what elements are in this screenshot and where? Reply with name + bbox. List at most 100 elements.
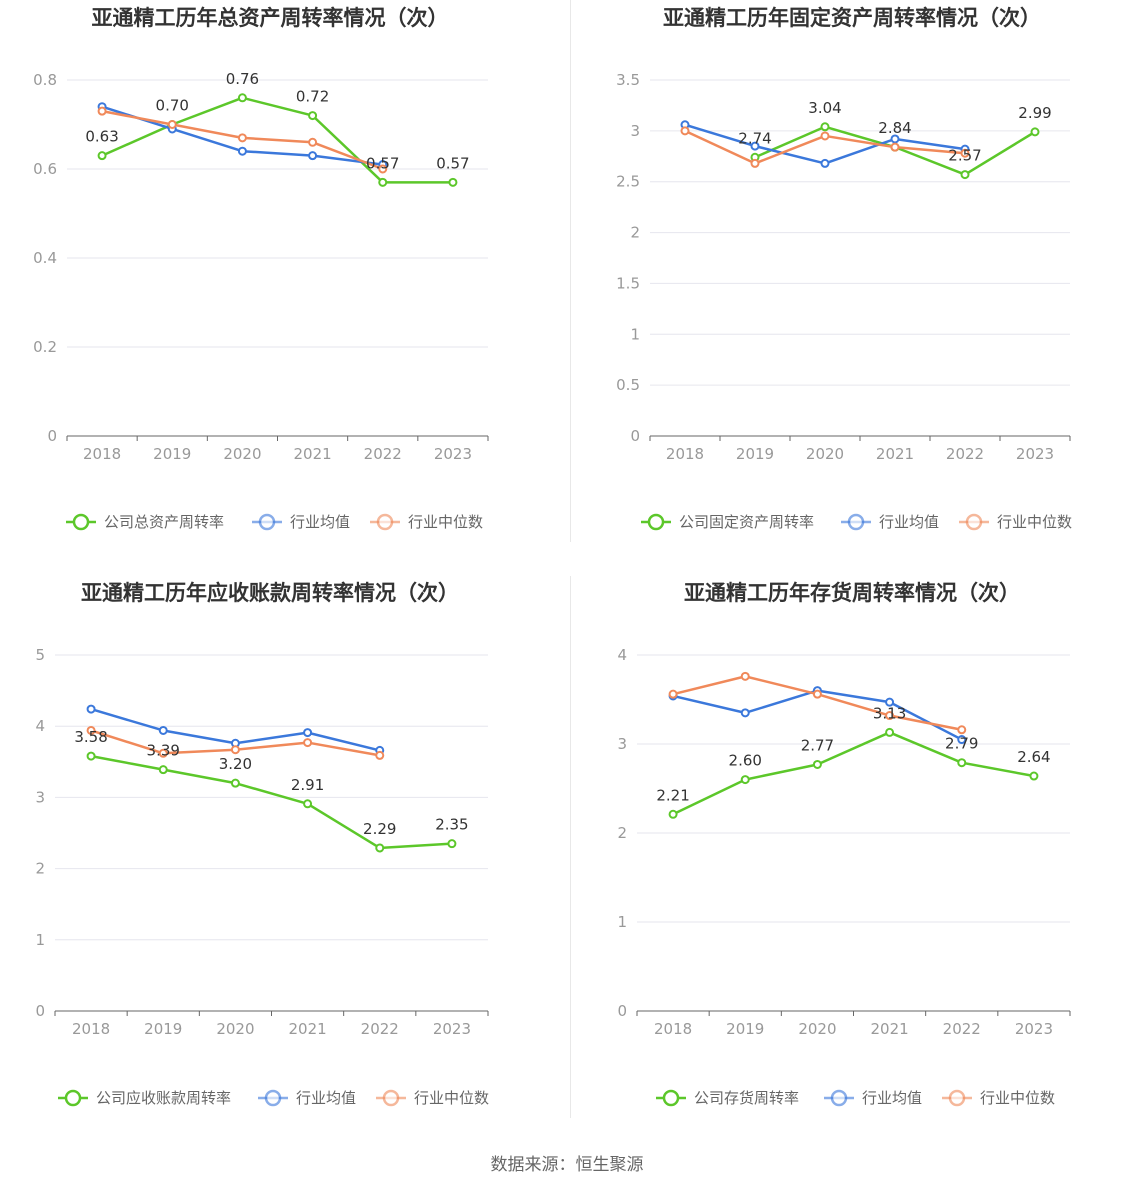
data-point[interactable]	[960, 170, 970, 180]
data-point[interactable]	[237, 133, 247, 143]
chart-title: 亚通精工历年固定资产周转率情况（次）	[663, 6, 1041, 30]
legend-item-median[interactable]: 行业中位数	[942, 1089, 1055, 1107]
legend-marker	[662, 1089, 680, 1107]
legend-label: 行业均值	[296, 1089, 356, 1107]
data-point[interactable]	[668, 809, 678, 819]
data-point[interactable]	[86, 751, 96, 761]
data-point[interactable]	[820, 122, 830, 132]
data-point[interactable]	[957, 758, 967, 768]
data-label: 2.35	[435, 816, 468, 834]
chart-svg: 亚通精工历年应收账款周转率情况（次） 0 1 2 3 4 5 2018 2019 2020 2021…	[35, 581, 489, 1107]
data-label: 2.64	[1017, 748, 1050, 766]
y-tick-label: 0	[630, 427, 640, 445]
x-tick-label: 2019	[144, 1020, 182, 1038]
data-point[interactable]	[740, 775, 750, 785]
data-point[interactable]	[890, 142, 900, 152]
data-point[interactable]	[890, 134, 900, 144]
data-point[interactable]	[86, 725, 96, 735]
x-tick-label: 2018	[666, 445, 704, 463]
series-company	[86, 751, 457, 853]
x-tick-label: 2020	[798, 1020, 836, 1038]
data-label: 2.77	[801, 736, 834, 754]
data-point[interactable]	[86, 704, 96, 714]
data-point[interactable]	[158, 725, 168, 735]
legend-item-mean[interactable]: 行业均值	[824, 1089, 922, 1107]
x-tick-label: 2019	[726, 1020, 764, 1038]
data-point[interactable]	[378, 164, 388, 174]
data-point[interactable]	[308, 151, 318, 161]
y-tick-label: 2	[35, 860, 45, 878]
legend-label: 公司固定资产周转率	[679, 513, 814, 531]
legend-label: 行业均值	[290, 513, 350, 531]
data-point[interactable]	[1029, 771, 1039, 781]
legend-item-mean[interactable]: 行业均值	[258, 1089, 356, 1107]
data-label: 2.29	[363, 820, 396, 838]
data-point[interactable]	[1030, 127, 1040, 137]
legend-item-mean[interactable]: 行业均值	[252, 513, 350, 531]
data-point[interactable]	[820, 131, 830, 141]
data-point[interactable]	[375, 750, 385, 760]
data-point[interactable]	[448, 177, 458, 187]
legend-item-median[interactable]: 行业中位数	[370, 513, 483, 531]
data-point[interactable]	[303, 738, 313, 748]
data-point[interactable]	[158, 765, 168, 775]
data-point[interactable]	[303, 799, 313, 809]
data-point[interactable]	[230, 778, 240, 788]
legend-item-company[interactable]: 公司固定资产周转率	[641, 513, 814, 531]
x-tick-label: 2018	[72, 1020, 110, 1038]
data-point[interactable]	[97, 106, 107, 116]
data-label: 0.72	[296, 88, 329, 106]
series-line	[672, 731, 1035, 816]
legend-item-company[interactable]: 公司应收账款周转率	[58, 1089, 231, 1107]
data-label: 3.04	[808, 99, 841, 117]
data-point[interactable]	[680, 126, 690, 136]
data-point[interactable]	[237, 146, 247, 156]
chart-svg: 亚通精工历年固定资产周转率情况（次） 0 0.5 1 1.5 2 2.5 3 3.5 2018 20…	[616, 6, 1072, 531]
data-point[interactable]	[308, 111, 318, 121]
data-point[interactable]	[668, 689, 678, 699]
legend-item-company[interactable]: 公司存货周转率	[656, 1089, 799, 1107]
legend-label: 行业均值	[862, 1089, 922, 1107]
data-point[interactable]	[375, 843, 385, 853]
legend-item-company[interactable]: 公司总资产周转率	[66, 513, 224, 531]
series-median	[680, 126, 970, 168]
data-point[interactable]	[960, 148, 970, 158]
y-tick-label: 2	[617, 824, 627, 842]
data-point[interactable]	[885, 727, 895, 737]
chart-title: 亚通精工历年存货周转率情况（次）	[684, 581, 1020, 605]
data-point[interactable]	[167, 120, 177, 129]
data-point[interactable]	[812, 689, 822, 699]
data-label: 2.74	[738, 129, 771, 147]
data-point[interactable]	[158, 748, 168, 758]
data-point[interactable]	[97, 151, 107, 161]
legend-item-median[interactable]: 行业中位数	[959, 513, 1072, 531]
legend-marker	[264, 1089, 282, 1107]
y-tick-label: 2	[630, 224, 640, 242]
data-point[interactable]	[812, 759, 822, 769]
data-point[interactable]	[378, 177, 388, 187]
x-tick-label: 2020	[223, 445, 261, 463]
data-label: 3.39	[147, 742, 180, 760]
data-point[interactable]	[957, 725, 967, 735]
data-point[interactable]	[820, 158, 830, 168]
y-tick-label: 1.5	[616, 274, 640, 292]
data-point[interactable]	[230, 745, 240, 755]
x-tick-label: 2021	[293, 445, 331, 463]
data-point[interactable]	[237, 93, 247, 103]
data-point[interactable]	[447, 839, 457, 849]
data-label: 2.21	[656, 786, 689, 804]
legend-item-mean[interactable]: 行业均值	[841, 513, 939, 531]
data-point[interactable]	[740, 671, 750, 681]
data-point[interactable]	[750, 158, 760, 168]
data-point[interactable]	[308, 137, 318, 147]
y-tick-label: 0	[35, 1002, 45, 1020]
data-point[interactable]	[885, 711, 895, 721]
data-point[interactable]	[303, 728, 313, 738]
data-point[interactable]	[885, 697, 895, 707]
data-point[interactable]	[750, 141, 760, 151]
legend-item-median[interactable]: 行业中位数	[376, 1089, 489, 1107]
data-point[interactable]	[957, 735, 967, 745]
legend-label: 公司存货周转率	[694, 1089, 799, 1107]
data-point[interactable]	[740, 708, 750, 718]
legend-marker	[830, 1089, 848, 1107]
